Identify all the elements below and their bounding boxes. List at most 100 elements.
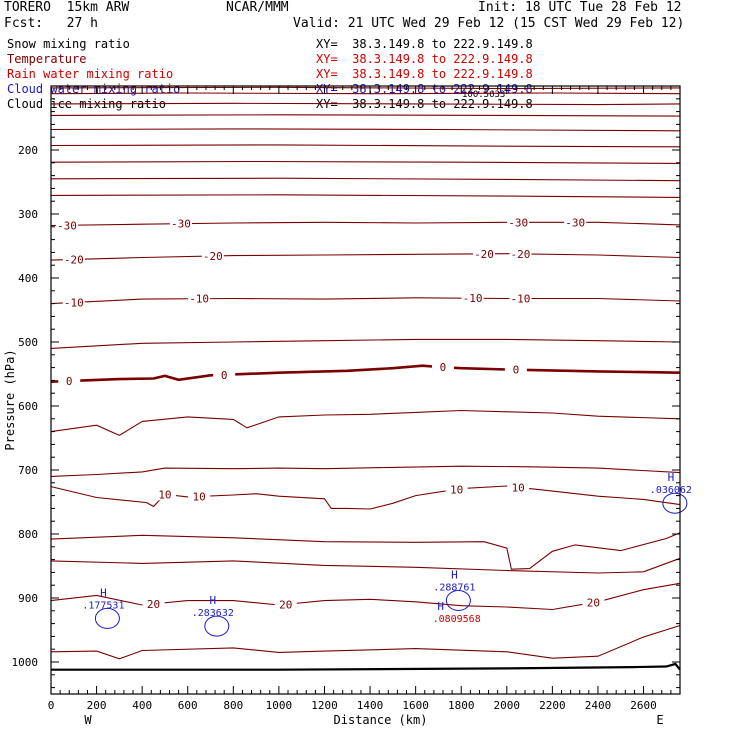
x-tick-label: 1400 bbox=[357, 699, 384, 712]
contour-label-bg bbox=[507, 481, 530, 494]
contour-label: 20 bbox=[587, 597, 600, 610]
contour-label-bg bbox=[169, 217, 192, 230]
contour-label-bg bbox=[55, 219, 78, 232]
contour-label: -30 bbox=[508, 216, 528, 229]
axis-ticks: 0 200 400 600 800 1000 1200 1400 1600 1800 2000 220… bbox=[3, 86, 681, 727]
contour-label: -10 bbox=[463, 292, 483, 305]
x-left-end-label: W bbox=[84, 713, 92, 727]
legend-label-rain: Rain water mixing ratio bbox=[7, 67, 174, 81]
temperature-contour-line bbox=[50, 86, 681, 90]
temperature-contour-line bbox=[50, 297, 681, 305]
contour-label-bg bbox=[431, 361, 454, 374]
legend-label-temperature: Temperature bbox=[7, 52, 87, 66]
cloud-water-max-marker: H bbox=[100, 586, 107, 599]
valid-time: Valid: 21 UTC Wed 29 Feb 12 (15 CST Wed … bbox=[293, 16, 685, 31]
contour-label: 10 bbox=[450, 483, 463, 496]
contour-label-bg bbox=[564, 216, 587, 229]
rain-water-max-marker: H bbox=[437, 600, 444, 613]
contour-label: 10 bbox=[158, 488, 171, 501]
forecast-hour: Fcst: 27 h bbox=[4, 16, 98, 31]
contour-label-bg bbox=[509, 247, 532, 260]
x-tick-label: 0 bbox=[48, 699, 55, 712]
temperature-contour-line bbox=[50, 338, 681, 349]
contour-label: 20 bbox=[147, 598, 160, 611]
temperature-contour-line bbox=[50, 114, 681, 117]
contour-label-bg bbox=[62, 253, 85, 266]
contour-label-bg bbox=[142, 597, 165, 610]
cloud-water-max-marker: H bbox=[451, 568, 458, 581]
contour-label: -20 bbox=[64, 253, 84, 266]
contour-label: -20 bbox=[203, 250, 223, 263]
contour-label-bg bbox=[201, 250, 224, 263]
cloud-water-max-value: .283632 bbox=[192, 608, 234, 619]
legend-label-snow: Snow mixing ratio bbox=[7, 37, 130, 51]
plot-border bbox=[50, 85, 681, 695]
y-tick-label: 900 bbox=[18, 592, 38, 605]
contour-label: -10 bbox=[511, 292, 531, 305]
cloud-water-contour bbox=[204, 615, 230, 637]
contour-label: 0 bbox=[66, 375, 73, 388]
x-tick-label: 1600 bbox=[402, 699, 429, 712]
temperature-contours: -30 -30 -30 -30 -20 -20 -20 -20 -10 -10 -10 -10 0 0 0 0… bbox=[50, 86, 681, 660]
contour-label: -30 bbox=[57, 219, 77, 232]
legend-label-cloud-ice: Cloud ice mixing ratio bbox=[7, 97, 166, 111]
x-tick-label: 2400 bbox=[585, 699, 612, 712]
contour-label-bg bbox=[445, 483, 468, 496]
cloud-field-layer: H.177531 H.283632H.288761H.036062H.080956… bbox=[82, 471, 692, 637]
contour-label: -30 bbox=[171, 218, 191, 231]
contour-label: -30 bbox=[565, 216, 585, 229]
contour-label-bg bbox=[274, 598, 297, 611]
contour-label-bg bbox=[188, 490, 211, 503]
temperature-contour-line bbox=[50, 409, 681, 437]
y-axis-title: Pressure (hPa) bbox=[3, 349, 17, 450]
plot-frame bbox=[50, 85, 681, 695]
contour-label-bg bbox=[213, 368, 236, 381]
contour-label-bg bbox=[153, 488, 176, 501]
rain-water-max-value: .0809568 bbox=[433, 614, 481, 625]
x-tick-label: 200 bbox=[87, 699, 107, 712]
temperature-contour-line bbox=[50, 485, 681, 510]
contour-label: 10 bbox=[512, 481, 525, 494]
y-tick-label: 1000 bbox=[12, 656, 39, 669]
temperature-contour-line bbox=[50, 144, 681, 148]
cloud-water-max-marker: H bbox=[668, 471, 675, 484]
contour-label: 0 bbox=[513, 364, 520, 377]
temperature-contour-line bbox=[50, 92, 681, 95]
temperature-contour-line bbox=[50, 557, 681, 574]
terrain-layer bbox=[51, 662, 681, 671]
contour-label-bg bbox=[461, 292, 484, 305]
contour-label: 10 bbox=[193, 490, 206, 503]
cloud-water-contour bbox=[662, 492, 688, 514]
contour-label: 0 bbox=[221, 369, 228, 382]
x-tick-label: 400 bbox=[132, 699, 152, 712]
x-axis-title: Distance (km) bbox=[334, 713, 428, 727]
contour-label-bg bbox=[582, 596, 605, 609]
contour-label-bg bbox=[507, 216, 530, 229]
contour-label-bg bbox=[473, 247, 496, 260]
center-name: NCAR/MMM bbox=[226, 0, 289, 15]
x-tick-label: 2200 bbox=[539, 699, 566, 712]
x-right-end-label: E bbox=[656, 713, 663, 727]
cloud-water-max-value: .288761 bbox=[433, 582, 475, 593]
legend-note-cloud-water: 100.5633 bbox=[462, 90, 506, 100]
y-tick-label: 700 bbox=[18, 464, 38, 477]
temperature-contour-line bbox=[50, 465, 681, 477]
contour-label-bg bbox=[62, 296, 85, 309]
x-tick-label: 600 bbox=[178, 699, 198, 712]
cloud-water-max-value: .036062 bbox=[650, 485, 692, 496]
model-name: TORERO 15km ARW bbox=[4, 0, 130, 15]
contour-label: 0 bbox=[440, 361, 447, 374]
temperature-contour-line bbox=[50, 194, 681, 198]
y-tick-label: 600 bbox=[18, 400, 38, 413]
legend-xy-temperature: XY= 38.3.149.8 to 222.9.149.8 bbox=[316, 52, 533, 66]
temperature-contour-line bbox=[50, 128, 681, 132]
contour-label: -10 bbox=[64, 296, 84, 309]
temperature-contour-line bbox=[50, 253, 681, 261]
x-tick-label: 1200 bbox=[311, 699, 338, 712]
contour-label: -10 bbox=[189, 293, 209, 306]
x-tick-label: 800 bbox=[223, 699, 243, 712]
cloud-water-contour bbox=[445, 589, 471, 611]
legend-xy-snow: XY= 38.3.149.8 to 222.9.149.8 bbox=[316, 37, 533, 51]
